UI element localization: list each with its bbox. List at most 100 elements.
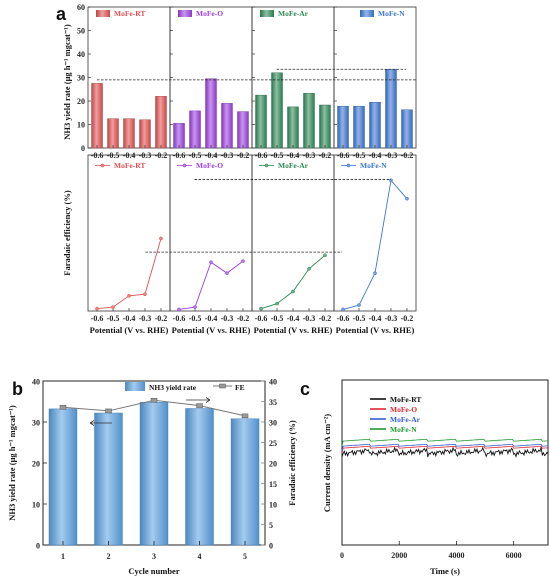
xtick-label: -0.4 xyxy=(287,314,300,323)
fe-point xyxy=(209,260,213,265)
bar-mofe-ar xyxy=(271,72,283,149)
fe-point xyxy=(389,178,393,183)
legend-swatch xyxy=(178,10,192,17)
bar-yield xyxy=(139,402,169,546)
fe-line-mofe-ar xyxy=(260,254,326,310)
legend-label: MoFe-RT xyxy=(114,9,145,18)
xtick-label: -0.2 xyxy=(237,314,250,323)
bar-mofe-n xyxy=(369,101,381,149)
fe-point xyxy=(259,306,263,311)
arrow-left xyxy=(89,420,112,426)
panel-a: NH3 yield rate (μg h⁻¹ mgcat⁻¹) Faradaic … xyxy=(62,3,417,335)
bar-mofe-o xyxy=(205,78,217,149)
xtick-label: -0.3 xyxy=(221,151,234,160)
fe-point xyxy=(143,292,147,297)
fe-point xyxy=(177,307,181,312)
ytick-label: 20 xyxy=(77,97,85,106)
xtick-label: -0.3 xyxy=(303,151,316,160)
fe-point xyxy=(225,271,229,276)
bar-mofe-rt xyxy=(139,119,151,149)
bar-mofe-o xyxy=(237,111,249,149)
ylabel-faradaic: Faradaic efficiency (%) xyxy=(62,190,72,276)
fe-point xyxy=(373,271,377,276)
fe-line-mofe-o xyxy=(178,260,244,310)
ytick-label: 30 xyxy=(32,419,40,428)
fe-line-mofe-rt xyxy=(96,238,162,310)
xlabel-cycle: Cycle number xyxy=(128,566,179,576)
xtick-label: -0.6 xyxy=(337,314,350,323)
xlabel-potential: Potential (V vs. RHE) xyxy=(254,325,333,335)
bar-mofe-o xyxy=(189,110,201,149)
xtick-label: -0.5 xyxy=(107,314,120,323)
panel-label-b: b xyxy=(12,379,23,399)
panel-label-c: c xyxy=(300,379,310,399)
subplot-frame xyxy=(87,154,171,312)
bar-mofe-rt xyxy=(107,118,119,149)
xtick-label: 6000 xyxy=(506,551,522,560)
ytick-label: 0 xyxy=(81,144,85,153)
bar-mofe-ar xyxy=(287,106,299,149)
subplot-frame xyxy=(251,154,335,312)
bar-mofe-ar xyxy=(303,93,315,149)
bar-yield xyxy=(185,408,214,546)
legend-swatch xyxy=(125,382,145,391)
fe-marker xyxy=(196,403,203,408)
xtick-label: -0.5 xyxy=(107,151,120,160)
legend-swatch xyxy=(96,10,110,17)
legend-label: MoFe-O xyxy=(390,405,417,414)
fe-point xyxy=(193,305,197,309)
xtick-label: 3 xyxy=(152,552,156,561)
xtick-label: 5 xyxy=(243,552,247,561)
bar-mofe-o xyxy=(173,123,185,149)
xtick-label: -0.4 xyxy=(123,314,136,323)
xtick-label: -0.6 xyxy=(91,314,104,323)
xlabel-potential: Potential (V vs. RHE) xyxy=(90,325,169,335)
bar-mofe-n xyxy=(353,105,365,149)
legend-label: MoFe-N xyxy=(390,425,417,434)
xtick-label: -0.2 xyxy=(155,151,168,160)
legend-label: MoFe-Ar xyxy=(390,415,421,424)
xtick-label: -0.6 xyxy=(255,314,268,323)
fe-point xyxy=(127,293,131,298)
ytick-label: 10 xyxy=(77,121,85,130)
xtick-label: 2000 xyxy=(391,551,407,560)
bar-mofe-n xyxy=(401,109,413,149)
bar-yield xyxy=(48,408,78,546)
legend-label: MoFe-Ar xyxy=(278,161,309,170)
fe-marker xyxy=(150,398,158,403)
ytick-label: 40 xyxy=(32,378,40,387)
fe-point xyxy=(275,301,279,306)
legend-label: NH3 yield rate xyxy=(149,383,197,392)
fe-point xyxy=(111,305,115,309)
legend-marker xyxy=(219,383,226,389)
fe-line-mofe-n xyxy=(342,179,408,310)
fe-point xyxy=(291,289,295,294)
fe-point xyxy=(357,303,361,307)
legend-label: MoFe-O xyxy=(196,161,223,170)
legend-marker xyxy=(264,163,269,168)
legend-label: MoFe-RT xyxy=(390,395,421,404)
ytick-label: 0 xyxy=(36,542,40,551)
subplot-frame xyxy=(169,154,253,312)
fe-point xyxy=(95,306,99,311)
xtick-label: -0.6 xyxy=(337,151,350,160)
bar-yield xyxy=(230,418,260,546)
xtick-label: -0.6 xyxy=(255,151,268,160)
trace-mofe-ar xyxy=(341,443,549,452)
fe-point xyxy=(405,196,409,201)
legend-swatch xyxy=(260,10,274,17)
y2tick-label: 0 xyxy=(269,542,273,551)
xtick-label: -0.6 xyxy=(173,314,186,323)
panel-c: 0 2000 4000 6000 Time (s) Current density (mA… xyxy=(322,379,549,576)
ylabel-current: Current density (mA cm⁻²) xyxy=(322,414,332,512)
y2tick-label: 10 xyxy=(269,501,277,510)
legend-label: MoFe-RT xyxy=(114,161,145,170)
xtick-label: -0.3 xyxy=(303,314,316,323)
bar-mofe-rt xyxy=(155,96,167,149)
legend-marker xyxy=(182,163,187,168)
fe-point xyxy=(323,253,327,258)
ytick-label: 10 xyxy=(32,501,40,510)
ytick-label: 60 xyxy=(77,3,85,12)
legend-marker xyxy=(346,163,351,168)
